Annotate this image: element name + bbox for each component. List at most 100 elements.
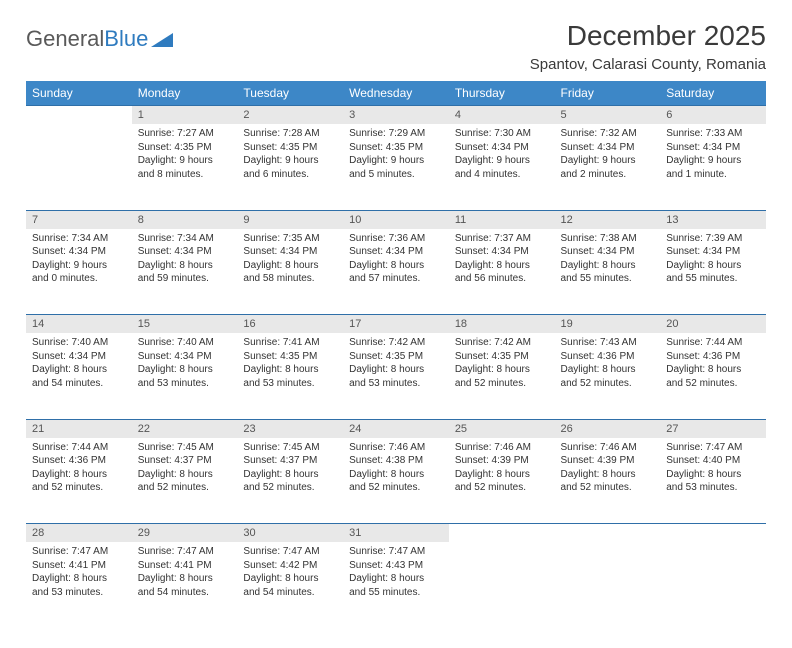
sunrise-text: Sunrise: 7:47 AM <box>32 545 126 559</box>
daylight-text: Daylight: 8 hours and 52 minutes. <box>455 363 549 390</box>
day-number <box>449 524 555 530</box>
day-number: 11 <box>449 211 555 229</box>
sunset-text: Sunset: 4:35 PM <box>455 350 549 364</box>
day-number <box>26 106 132 112</box>
daylight-text: Daylight: 8 hours and 53 minutes. <box>32 572 126 599</box>
sunset-text: Sunset: 4:35 PM <box>349 141 443 155</box>
day-number-row: 28293031 <box>26 524 766 543</box>
day-cell: Sunrise: 7:40 AMSunset: 4:34 PMDaylight:… <box>132 333 238 419</box>
daylight-text: Daylight: 9 hours and 8 minutes. <box>138 154 232 181</box>
day-cell <box>660 542 766 628</box>
sunrise-text: Sunrise: 7:29 AM <box>349 127 443 141</box>
sunrise-text: Sunrise: 7:36 AM <box>349 232 443 246</box>
logo-text-general: General <box>26 26 104 52</box>
day-cell <box>555 542 661 628</box>
day-cell: Sunrise: 7:43 AMSunset: 4:36 PMDaylight:… <box>555 333 661 419</box>
day-number: 15 <box>132 315 238 333</box>
day-cell: Sunrise: 7:38 AMSunset: 4:34 PMDaylight:… <box>555 229 661 315</box>
daylight-text: Daylight: 9 hours and 2 minutes. <box>561 154 655 181</box>
day-number-row: 21222324252627 <box>26 419 766 438</box>
sunset-text: Sunset: 4:34 PM <box>666 245 760 259</box>
daylight-text: Daylight: 8 hours and 52 minutes. <box>455 468 549 495</box>
page-title: December 2025 <box>530 20 766 52</box>
title-block: December 2025 Spantov, Calarasi County, … <box>530 20 766 73</box>
logo-text-blue: Blue <box>104 26 148 52</box>
sunrise-text: Sunrise: 7:46 AM <box>349 441 443 455</box>
sunrise-text: Sunrise: 7:28 AM <box>243 127 337 141</box>
day-number: 4 <box>449 106 555 124</box>
daylight-text: Daylight: 8 hours and 56 minutes. <box>455 259 549 286</box>
day-cell: Sunrise: 7:45 AMSunset: 4:37 PMDaylight:… <box>237 438 343 524</box>
day-cell: Sunrise: 7:30 AMSunset: 4:34 PMDaylight:… <box>449 124 555 210</box>
day-cell: Sunrise: 7:28 AMSunset: 4:35 PMDaylight:… <box>237 124 343 210</box>
day-number: 20 <box>660 315 766 333</box>
weekday-header: Monday <box>132 81 238 106</box>
sunset-text: Sunset: 4:34 PM <box>32 245 126 259</box>
day-cell: Sunrise: 7:44 AMSunset: 4:36 PMDaylight:… <box>26 438 132 524</box>
day-number-row: 78910111213 <box>26 210 766 229</box>
weekday-header: Saturday <box>660 81 766 106</box>
day-number: 6 <box>660 106 766 124</box>
sunset-text: Sunset: 4:39 PM <box>561 454 655 468</box>
day-cell: Sunrise: 7:44 AMSunset: 4:36 PMDaylight:… <box>660 333 766 419</box>
day-number: 26 <box>555 420 661 438</box>
sunset-text: Sunset: 4:37 PM <box>138 454 232 468</box>
day-cell: Sunrise: 7:34 AMSunset: 4:34 PMDaylight:… <box>132 229 238 315</box>
sunrise-text: Sunrise: 7:47 AM <box>138 545 232 559</box>
sunrise-text: Sunrise: 7:34 AM <box>32 232 126 246</box>
day-content-row: Sunrise: 7:27 AM Sunset: 4:35 PM Daylight:… <box>26 124 766 210</box>
day-number-row: 14151617181920 <box>26 315 766 334</box>
sunset-text: Sunset: 4:34 PM <box>32 350 126 364</box>
header: GeneralBlue December 2025 Spantov, Calar… <box>26 20 766 73</box>
day-number: 28 <box>26 524 132 542</box>
sunrise-text: Sunrise: 7:45 AM <box>138 441 232 455</box>
sunrise-text: Sunrise: 7:41 AM <box>243 336 337 350</box>
sunrise-text: Sunrise: 7:37 AM <box>455 232 549 246</box>
day-content-row: Sunrise: 7:47 AMSunset: 4:41 PMDaylight:… <box>26 542 766 628</box>
daylight-text: Daylight: 9 hours and 4 minutes. <box>455 154 549 181</box>
day-number: 7 <box>26 211 132 229</box>
sunrise-text: Sunrise: 7:27 AM <box>138 127 232 141</box>
day-number: 10 <box>343 211 449 229</box>
sunset-text: Sunset: 4:34 PM <box>455 141 549 155</box>
day-cell: Sunrise: 7:46 AMSunset: 4:39 PMDaylight:… <box>555 438 661 524</box>
day-number: 27 <box>660 420 766 438</box>
day-cell: Sunrise: 7:42 AMSunset: 4:35 PMDaylight:… <box>449 333 555 419</box>
daylight-text: Daylight: 8 hours and 52 minutes. <box>561 468 655 495</box>
day-number: 2 <box>237 106 343 124</box>
day-cell: Sunrise: 7:47 AMSunset: 4:43 PMDaylight:… <box>343 542 449 628</box>
day-number: 19 <box>555 315 661 333</box>
sunrise-text: Sunrise: 7:44 AM <box>666 336 760 350</box>
day-number: 22 <box>132 420 238 438</box>
sunrise-text: Sunrise: 7:47 AM <box>349 545 443 559</box>
sunset-text: Sunset: 4:36 PM <box>666 350 760 364</box>
sunrise-text: Sunrise: 7:42 AM <box>349 336 443 350</box>
sunrise-text: Sunrise: 7:42 AM <box>455 336 549 350</box>
logo: GeneralBlue <box>26 20 173 52</box>
daylight-text: Daylight: 8 hours and 52 minutes. <box>561 363 655 390</box>
day-number <box>555 524 661 530</box>
sunrise-text: Sunrise: 7:39 AM <box>666 232 760 246</box>
daylight-text: Daylight: 8 hours and 52 minutes. <box>349 468 443 495</box>
calendar-header-row: SundayMondayTuesdayWednesdayThursdayFrid… <box>26 81 766 106</box>
day-content-row: Sunrise: 7:44 AMSunset: 4:36 PMDaylight:… <box>26 438 766 524</box>
day-number: 8 <box>132 211 238 229</box>
day-number: 31 <box>343 524 449 542</box>
sunset-text: Sunset: 4:41 PM <box>138 559 232 573</box>
sunset-text: Sunset: 4:42 PM <box>243 559 337 573</box>
sunrise-text: Sunrise: 7:46 AM <box>561 441 655 455</box>
day-number-row: 123456 <box>26 106 766 125</box>
daylight-text: Daylight: 8 hours and 52 minutes. <box>243 468 337 495</box>
sunset-text: Sunset: 4:34 PM <box>666 141 760 155</box>
sunrise-text: Sunrise: 7:47 AM <box>666 441 760 455</box>
day-cell: Sunrise: 7:42 AMSunset: 4:35 PMDaylight:… <box>343 333 449 419</box>
sunset-text: Sunset: 4:34 PM <box>349 245 443 259</box>
sunrise-text: Sunrise: 7:35 AM <box>243 232 337 246</box>
sunrise-text: Sunrise: 7:38 AM <box>561 232 655 246</box>
day-cell: Sunrise: 7:32 AMSunset: 4:34 PMDaylight:… <box>555 124 661 210</box>
weekday-header: Friday <box>555 81 661 106</box>
sunset-text: Sunset: 4:34 PM <box>455 245 549 259</box>
sunrise-text: Sunrise: 7:40 AM <box>32 336 126 350</box>
sunrise-text: Sunrise: 7:33 AM <box>666 127 760 141</box>
sunset-text: Sunset: 4:41 PM <box>32 559 126 573</box>
